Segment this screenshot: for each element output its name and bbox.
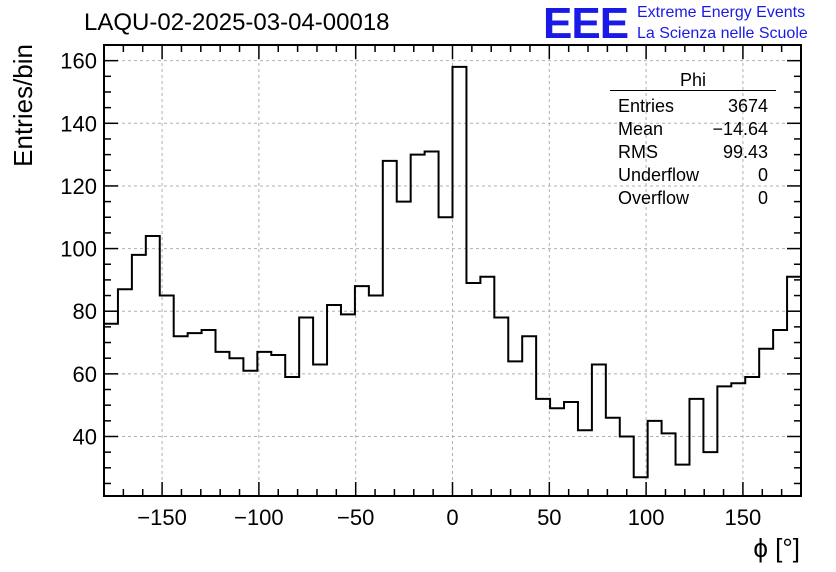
histogram-bin [243,371,257,496]
stats-label: Underflow [618,165,700,185]
stats-row-rms: RMS 99.43 [610,141,776,164]
histogram-bin [397,202,411,496]
histogram-bin [522,336,536,496]
y-tick-label: 80 [73,299,97,324]
histogram-bin [453,67,467,496]
stats-value: 99.43 [722,142,768,162]
stats-row-mean: Mean −14.64 [610,118,776,141]
plot-title: LAQU-02-2025-03-04-00018 [84,9,390,36]
histogram-bin [620,436,634,496]
histogram-bin [229,358,243,496]
x-tick-label: 150 [725,505,762,530]
stats-value: 0 [757,165,768,185]
histogram-bin [425,151,439,496]
histogram-bin [327,305,341,496]
histogram-bin [188,333,202,496]
stats-label: Overflow [618,188,690,208]
histogram-bin [536,399,550,496]
x-tick-label: −150 [137,505,187,530]
histogram-bin [383,161,397,496]
eee-logo: EEE [543,0,629,48]
stats-title: Phi [610,70,776,91]
y-tick-labels: 40 60 80 100 120 140 160 [60,49,97,450]
stats-label: Entries [618,96,675,116]
histogram-bin [480,277,494,496]
stats-row-overflow: Overflow 0 [610,187,776,210]
x-tick-label: 100 [628,505,665,530]
histogram-bin [160,296,174,496]
stats-value: −14.64 [712,119,768,139]
histogram-bin [355,286,369,496]
histogram-bin [773,330,787,496]
histogram-bin [787,277,801,496]
histogram-bin [662,433,676,496]
axis-ticks [104,44,801,496]
histogram-bin [564,402,578,496]
histogram-bin [759,349,773,496]
stats-label: Mean [618,119,664,139]
histogram-bin [132,255,146,496]
x-tick-label: −50 [337,505,374,530]
histogram-bin [257,352,271,496]
histogram-bin [592,364,606,496]
x-tick-label: −100 [234,505,284,530]
histogram-bin [411,155,425,496]
histogram-bin [271,355,285,496]
y-tick-label: 100 [60,237,97,262]
histogram-bin [341,314,355,496]
histogram-bin [299,317,313,496]
histogram-bin [717,386,731,496]
histogram-bin [466,283,480,496]
histogram-bin [118,289,132,496]
histogram-bin [369,296,383,496]
histogram-bin [285,377,299,496]
histogram-bin [174,336,188,496]
y-tick-label: 160 [60,49,97,74]
histogram-bin [508,361,522,496]
stats-row-underflow: Underflow 0 [610,164,776,187]
histogram-bin [146,236,160,496]
histogram-bin [216,352,230,496]
logo-subtitle-line2: La Scienza nelle Scuole [637,25,808,42]
stats-value: 3674 [727,96,768,116]
y-tick-label: 120 [60,174,97,199]
histogram-bin [439,217,453,496]
histogram-bin [648,421,662,496]
histogram-bin [606,418,620,496]
histogram-bin [202,330,216,496]
y-tick-label: 60 [73,362,97,387]
histogram-bin [703,452,717,496]
x-tick-labels: −150 −100 −50 0 50 100 150 [137,505,761,530]
stats-label: RMS [618,142,658,162]
stats-box: Phi Entries 3674 Mean −14.64 RMS 99.43 U… [610,70,776,210]
x-tick-label: 0 [446,505,458,530]
histogram-bin [731,383,745,496]
histogram-bin [676,465,690,496]
y-axis-label: Entries/bin [8,44,38,167]
y-tick-label: 40 [73,424,97,449]
histogram-bin [578,430,592,496]
x-tick-label: 50 [537,505,561,530]
histogram-bin [313,364,327,496]
histogram-bin [104,324,118,496]
histogram-step-line [104,65,801,479]
stats-value: 0 [757,188,768,208]
histogram-bin [494,317,508,496]
histogram-bin [689,399,703,496]
logo-subtitle-line1: Extreme Energy Events [637,4,806,21]
histogram-bin [550,408,564,496]
x-axis-label: ϕ [°] [753,533,800,563]
histogram-bin [745,377,759,496]
y-tick-label: 140 [60,111,97,136]
stats-row-entries: Entries 3674 [610,95,776,118]
